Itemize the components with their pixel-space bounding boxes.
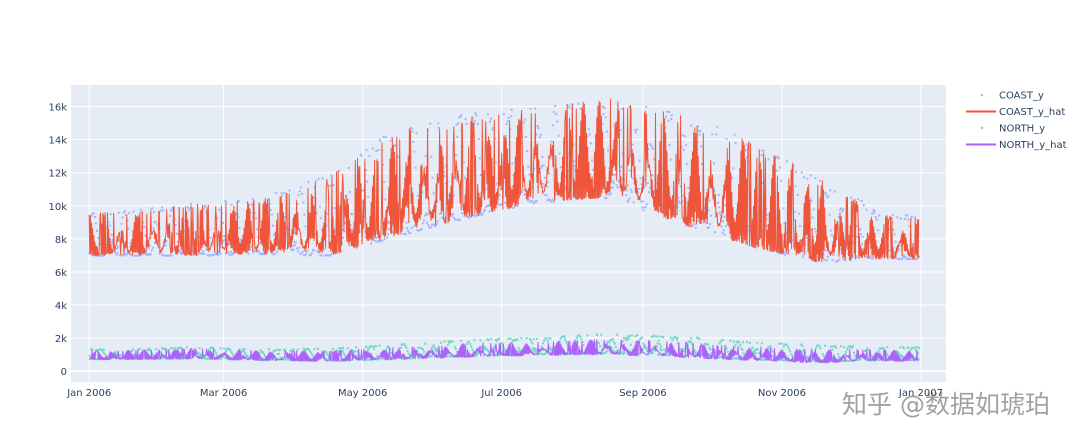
- legend-label: COAST_y_hat: [999, 107, 1065, 118]
- y-tick-label: 16k: [48, 103, 67, 114]
- y-tick-label: 14k: [48, 136, 67, 147]
- y-tick-label: 6k: [55, 268, 67, 279]
- watermark-text: 知乎 @数据如琥珀: [842, 390, 1050, 419]
- y-tick-label: 0: [61, 367, 67, 378]
- x-tick-label: May 2006: [338, 388, 387, 399]
- series-coast-y-hat: [88, 98, 920, 263]
- y-tick-label: 4k: [55, 301, 67, 312]
- x-tick-label: Jan 2007: [898, 388, 943, 399]
- legend[interactable]: COAST_y COAST_y_hat NORTH_y NORTH_y_hat: [966, 91, 1067, 152]
- legend-item-coast-y[interactable]: COAST_y: [980, 91, 1044, 102]
- line-path: [88, 98, 920, 263]
- legend-marker: [980, 126, 984, 130]
- series-layer: [88, 98, 921, 364]
- series-north-y-hat: [88, 339, 920, 364]
- legend-label: NORTH_y: [999, 124, 1045, 135]
- y-tick-label: 12k: [48, 169, 67, 180]
- y-tick-label: 2k: [55, 334, 67, 345]
- x-tick-label: Jan 2006: [66, 388, 111, 399]
- x-tick-label: Jul 2006: [480, 388, 522, 399]
- x-tick-label: Nov 2006: [758, 388, 806, 399]
- y-tick-label: 10k: [48, 202, 67, 213]
- legend-label: COAST_y: [999, 91, 1044, 102]
- legend-item-coast-y-hat[interactable]: COAST_y_hat: [966, 107, 1065, 118]
- x-tick-label: Sep 2006: [619, 388, 666, 399]
- x-tick-label: Mar 2006: [200, 388, 248, 399]
- legend-label: NORTH_y_hat: [999, 140, 1067, 151]
- legend-item-north-y-hat[interactable]: NORTH_y_hat: [966, 140, 1067, 151]
- y-tick-label: 8k: [55, 235, 67, 246]
- legend-item-north-y[interactable]: NORTH_y: [980, 124, 1045, 135]
- line-path: [88, 339, 920, 364]
- x-axis: Jan 2006 Mar 2006 May 2006 Jul 2006 Sep 2006…: [66, 388, 943, 399]
- legend-marker: [980, 93, 984, 97]
- y-axis: 0 2k 4k 6k 8k 10k 12k 14k 16k: [48, 103, 67, 379]
